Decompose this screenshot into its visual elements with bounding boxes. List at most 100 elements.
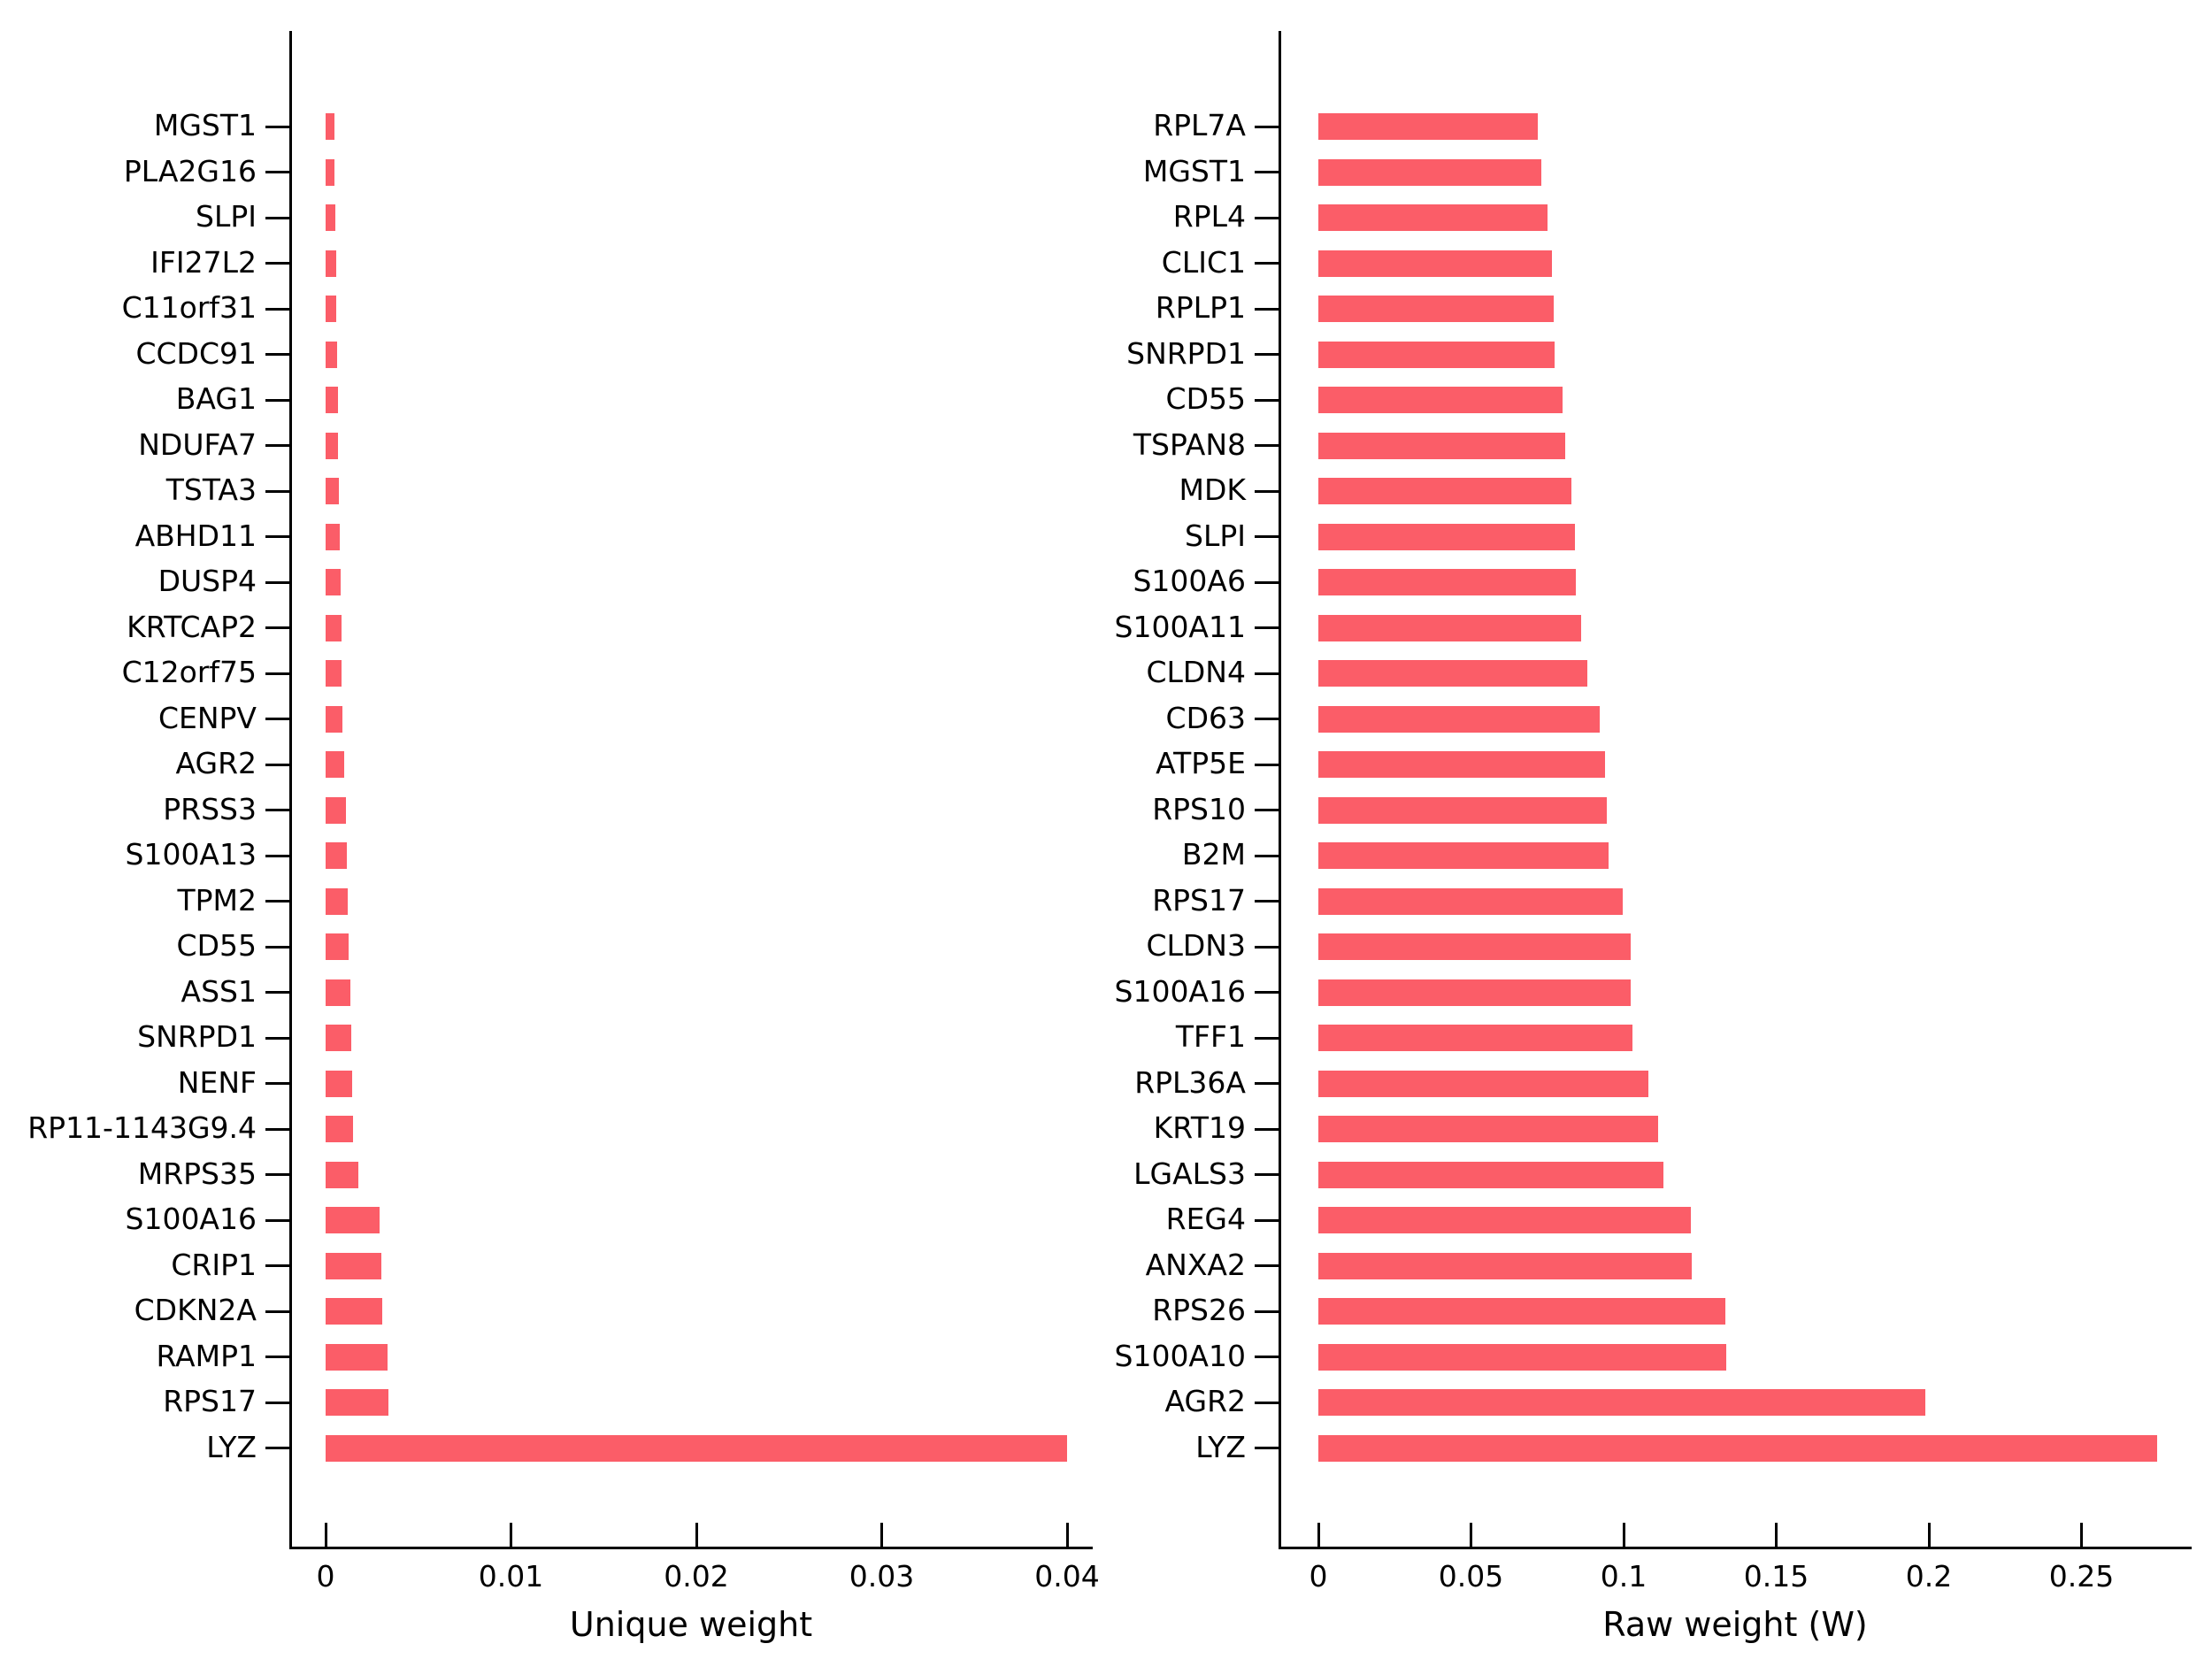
right-y-tick [1255,535,1279,538]
right-y-tick [1255,1356,1279,1358]
right-y-tick [1255,1082,1279,1085]
left-bar-TSTA3 [326,478,339,504]
right-y-tick [1255,1173,1279,1176]
right-bar-RPLP1 [1318,296,1554,322]
right-ylabel-CLDN4: CLDN4 [1146,654,1246,689]
left-y-tick [265,580,289,584]
left-y-tick [265,900,289,902]
right-bar-CLDN4 [1318,660,1587,687]
left-bar-PRSS3 [326,796,346,824]
left-ylabel-NDUFA7: NDUFA7 [138,426,257,462]
left-y-tick [265,125,289,128]
left-ylabel-CD55: CD55 [176,927,257,963]
left-ylabel-MRPS35: MRPS35 [137,1156,257,1191]
left-x-tick [1065,1523,1069,1547]
right-y-tick [1255,991,1279,994]
left-bar-MGST1 [326,113,334,140]
x-axis-title-unique-weight: Unique weight [569,1605,813,1644]
left-bar-MRPS35 [326,1161,358,1188]
left-x-tick-label: 0.03 [849,1559,915,1594]
right-ylabel-RPL36A: RPL36A [1134,1064,1246,1100]
left-x-axis-line [289,1547,1093,1549]
right-bar-TFF1 [1318,1025,1632,1051]
left-y-axis-line [289,31,292,1549]
left-bar-LYZ [326,1434,1067,1462]
right-bar-RPS26 [1318,1298,1725,1325]
right-ylabel-S100A10: S100A10 [1114,1338,1247,1373]
right-bar-MGST1 [1318,158,1541,186]
left-ylabel-AGR2: AGR2 [175,745,257,780]
right-bar-CLDN3 [1318,933,1631,960]
left-bar-SNRPD1 [326,1025,351,1051]
right-y-tick [1255,353,1279,356]
right-bar-CD55 [1318,387,1563,413]
left-ylabel-RAMP1: RAMP1 [156,1338,257,1373]
right-y-tick [1255,1264,1279,1267]
right-y-tick [1255,489,1279,493]
right-x-tick-label: 0.2 [1905,1559,1953,1594]
right-bar-ANXA2 [1318,1252,1692,1279]
left-ylabel-S100A16: S100A16 [125,1201,257,1236]
left-y-tick [265,1036,289,1040]
left-y-tick [265,535,289,538]
left-y-tick [265,1127,289,1131]
left-ylabel-BAG1: BAG1 [175,380,257,416]
left-bar-AGR2 [326,751,344,778]
left-ylabel-CRIP1: CRIP1 [171,1247,257,1282]
left-x-tick [695,1523,698,1547]
right-bar-RPL7A [1318,113,1538,140]
left-ylabel-KRTCAP2: KRTCAP2 [127,609,257,644]
left-x-tick [880,1523,883,1547]
right-y-tick [1255,1218,1279,1222]
left-ylabel-CENPV: CENPV [157,700,257,735]
left-x-tick-label: 0 [316,1559,335,1594]
left-ylabel-NENF: NENF [177,1064,257,1100]
left-bar-IFI27L2 [326,250,336,277]
right-y-tick [1255,216,1279,219]
left-y-tick [265,1173,289,1176]
right-y-tick [1255,945,1279,949]
left-bar-RAMP1 [326,1343,388,1371]
right-ylabel-CD63: CD63 [1165,700,1246,735]
right-ylabel-KRT19: KRT19 [1153,1110,1246,1145]
left-ylabel-CDKN2A: CDKN2A [134,1292,257,1327]
right-y-axis-line [1279,31,1281,1549]
right-ylabel-RPS10: RPS10 [1152,791,1246,826]
right-bar-CD63 [1318,705,1600,733]
left-y-tick [265,216,289,219]
right-ylabel-TFF1: TFF1 [1175,1018,1246,1054]
right-ylabel-CLIC1: CLIC1 [1161,244,1246,280]
left-bar-ABHD11 [326,523,340,550]
left-bar-TPM2 [326,887,348,915]
right-ylabel-SLPI: SLPI [1185,518,1246,553]
right-bar-KRT19 [1318,1116,1658,1142]
right-bar-B2M [1318,842,1609,869]
x-axis-title-raw-weight: Raw weight (W) [1602,1605,1868,1644]
left-y-tick [265,353,289,356]
right-bar-RPL36A [1318,1070,1648,1097]
left-y-tick [265,262,289,265]
left-y-tick [265,626,289,629]
left-y-tick [265,489,289,493]
left-ylabel-ASS1: ASS1 [180,973,257,1009]
left-bar-BAG1 [326,387,338,413]
left-y-tick [265,1218,289,1222]
right-y-tick [1255,580,1279,584]
right-y-tick [1255,307,1279,311]
right-bar-AGR2 [1318,1389,1925,1416]
right-bar-RPS10 [1318,796,1607,824]
right-y-tick [1255,125,1279,128]
left-ylabel-IFI27L2: IFI27L2 [150,244,257,280]
left-y-tick [265,1310,289,1313]
right-bar-LYZ [1318,1434,2157,1462]
right-y-tick [1255,672,1279,675]
left-y-tick [265,171,289,173]
right-ylabel-S100A16: S100A16 [1114,973,1247,1009]
right-ylabel-RPLP1: RPLP1 [1155,289,1246,325]
right-ylabel-LYZ: LYZ [1195,1429,1246,1464]
left-ylabel-PLA2G16: PLA2G16 [123,153,257,188]
left-y-tick [265,991,289,994]
left-bar-CENPV [326,705,342,733]
right-ylabel-REG4: REG4 [1165,1201,1246,1236]
